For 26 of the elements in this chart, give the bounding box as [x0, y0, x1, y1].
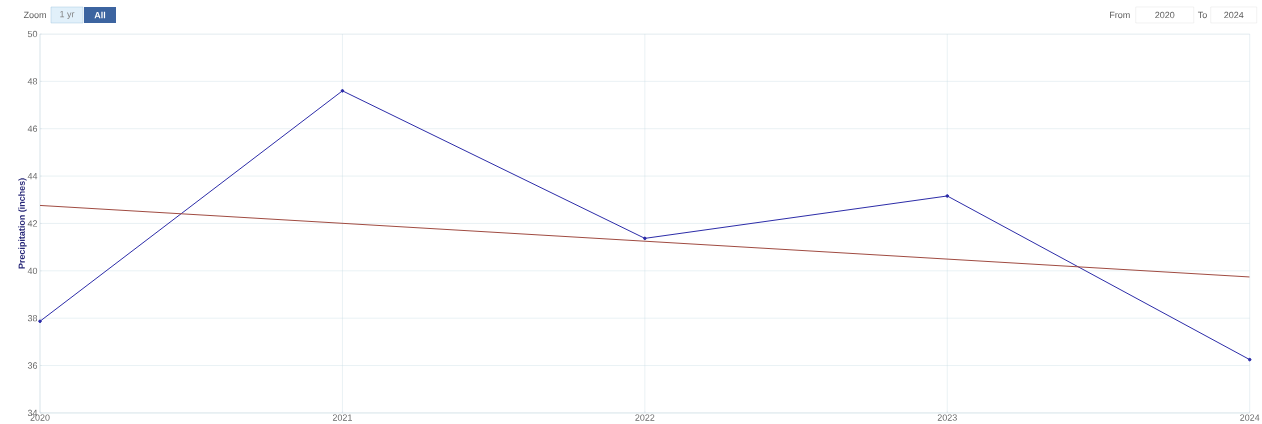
point — [340, 89, 345, 93]
text: 2024 — [1224, 11, 1244, 19]
y-tick-label: 38 — [27, 315, 38, 322]
point — [38, 319, 42, 324]
y-tick-label: 50 — [27, 30, 38, 38]
y-tick-label: 44 — [27, 173, 38, 180]
point — [643, 236, 647, 241]
text: 2020 — [1155, 11, 1175, 19]
text: Zoom — [23, 11, 46, 19]
text: To — [1197, 11, 1207, 19]
y-tick-label: 40 — [27, 267, 38, 275]
text: From — [1110, 11, 1130, 19]
point — [1247, 357, 1252, 362]
y-tick-label: 42 — [27, 220, 38, 227]
text: All — [94, 11, 106, 19]
point — [945, 194, 950, 198]
x-tick-label: 2020 — [30, 414, 50, 421]
x-tick-label: 2024 — [1240, 414, 1260, 421]
y-tick-label: 36 — [27, 362, 38, 369]
y-tick-label: 46 — [27, 125, 38, 132]
x-tick-label: 2022 — [635, 414, 655, 421]
x-tick-label: 2021 — [332, 414, 352, 421]
text: 1 yr — [60, 11, 75, 20]
y-tick-label: 48 — [27, 78, 38, 85]
y-axis-title: Precipitation (inches) — [18, 178, 27, 269]
x-tick-label: 2023 — [937, 414, 957, 421]
